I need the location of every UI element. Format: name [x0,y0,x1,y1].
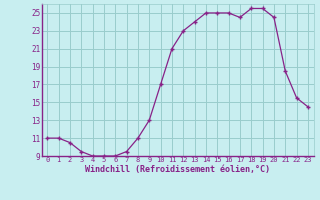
X-axis label: Windchill (Refroidissement éolien,°C): Windchill (Refroidissement éolien,°C) [85,165,270,174]
